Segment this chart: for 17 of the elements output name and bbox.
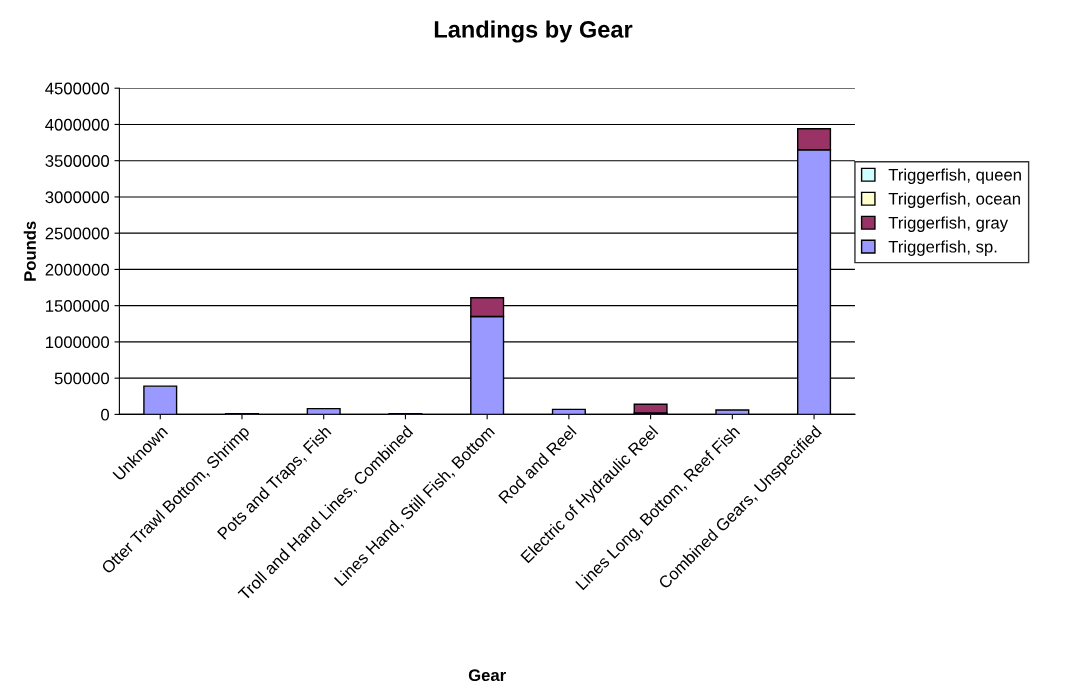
- y-tick-label: 2000000: [45, 263, 110, 276]
- chart-title: Landings by Gear: [434, 20, 633, 43]
- y-tick-label: 1500000: [46, 300, 110, 312]
- legend-label: Triggerfish, sp.: [888, 240, 997, 256]
- y-tick-label: 4000000: [45, 118, 110, 131]
- y-tick-label: 500000: [54, 372, 110, 385]
- y-axis-title: Pounds: [23, 221, 36, 281]
- y-tick-label: 0: [101, 408, 110, 421]
- y-tick-label: 4500000: [45, 82, 110, 95]
- legend-label: Triggerfish, ocean: [888, 192, 1020, 208]
- x-axis-title: Gear: [468, 669, 506, 682]
- y-tick-label: 3500000: [45, 155, 110, 167]
- legend-label: Triggerfish, queen: [888, 168, 1021, 185]
- y-tick-label: 2500000: [45, 227, 110, 240]
- y-tick-label: 3000000: [45, 191, 110, 204]
- y-tick-label: 1000000: [46, 336, 110, 349]
- legend-label: Triggerfish, gray: [888, 216, 1009, 232]
